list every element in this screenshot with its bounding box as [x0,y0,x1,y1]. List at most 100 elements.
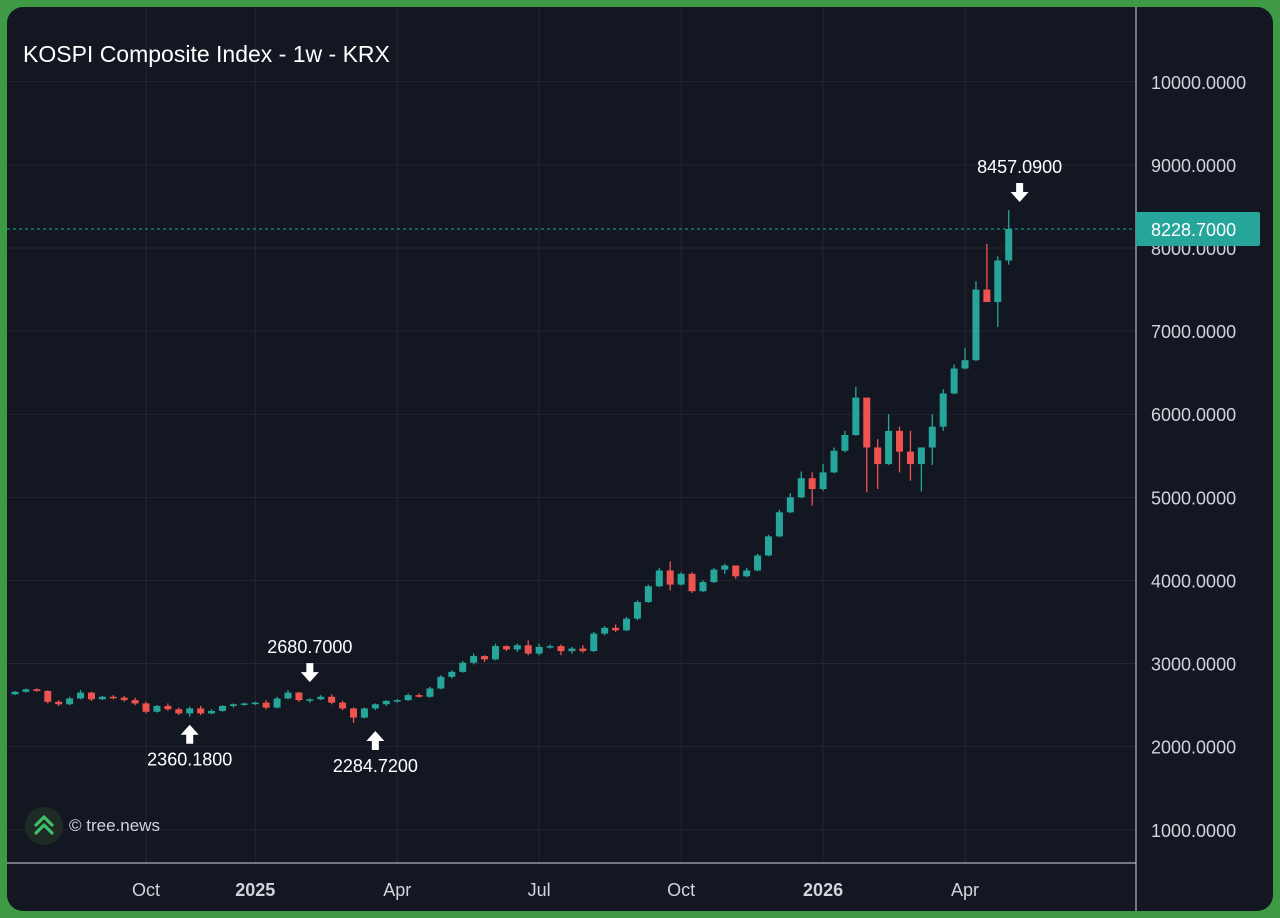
candle [797,471,805,499]
candle-body [874,447,882,465]
price-tick-label: 1000.0000 [1151,821,1236,841]
candle [66,696,74,706]
annotation-low: 2360.1800 [147,724,232,770]
candle [415,693,423,698]
candle [393,699,401,703]
candle-body [437,676,445,689]
last-price-label: 8228.7000 [1151,220,1236,240]
candle-body [502,646,510,650]
candle [251,701,259,706]
arrow-up-icon [180,724,199,744]
candle-body [754,555,762,571]
price-tick-label: 6000.0000 [1151,405,1236,425]
candle [120,695,128,702]
candle-body [142,703,150,712]
candle [623,617,631,632]
candle-body [481,656,489,660]
candle [688,572,696,593]
candle [22,688,30,693]
candlestick-chart[interactable]: 8457.0900 2680.7000 2360.1800 2284.7200 100… [7,7,1273,911]
candle-body [371,704,379,709]
candle [87,691,95,701]
candle-body [852,397,860,435]
candle-body [448,671,456,677]
candle-body [229,704,237,706]
candle-body [426,688,434,697]
candle [273,696,281,709]
candle [917,447,925,492]
candle [328,694,336,705]
candle [513,643,521,652]
candle [939,389,947,431]
candle-body [710,569,718,583]
candle-body [415,695,423,697]
candle [677,572,685,586]
arrow-up-icon [366,730,385,750]
candle [535,643,543,656]
price-tick-label: 9000.0000 [1151,156,1236,176]
price-tick-label: 3000.0000 [1151,655,1236,675]
candle-body [240,703,248,705]
candle-body [568,648,576,652]
candle [754,553,762,572]
time-tick-label: Oct [132,880,160,900]
candle-body [393,700,401,702]
price-tick-label: 2000.0000 [1151,738,1236,758]
candle-body [513,645,521,650]
candle [786,493,794,514]
candle [186,706,194,717]
candle-body [972,289,980,361]
candle-body [764,536,772,556]
candle [11,690,19,696]
time-tick-label: Apr [951,880,979,900]
candle [557,644,565,656]
price-tick-label: 5000.0000 [1151,488,1236,508]
candle [109,695,117,700]
candle-body [612,627,620,631]
candle-body [655,570,663,587]
arrow-down-icon [300,663,319,683]
candle-body [1005,229,1013,261]
candle-body [623,618,631,631]
candle [448,670,456,679]
candle-body [546,646,554,648]
candle [197,705,205,716]
watermark: © tree.news [25,807,160,845]
candle-body [896,430,904,452]
candle [874,439,882,490]
candle-body [983,289,991,303]
candle [491,643,499,661]
candle-body [459,662,467,672]
annotation-label: 2284.7200 [333,756,418,776]
candle [306,698,314,703]
candle [644,584,652,603]
candle-body [404,695,412,701]
candle [470,653,478,665]
candle [208,709,216,715]
candle [262,700,270,710]
candle [743,567,751,578]
candle [350,707,358,723]
candle [1005,210,1013,265]
arrow-down-icon [1010,183,1029,203]
candle [284,690,292,700]
candle-body [732,565,740,577]
candle [459,661,467,673]
candle [317,695,325,701]
candle-body [491,646,499,660]
candle-body [186,708,194,714]
candle [612,624,620,632]
annotation-label: 2680.7000 [267,637,352,657]
candle [885,414,893,465]
candle-body [939,393,947,427]
candle [972,281,980,362]
candle-body [601,627,609,634]
time-tick-label: Jul [528,880,551,900]
annotation-label: 8457.0900 [977,157,1062,177]
candle-body [120,697,128,701]
chart-title: KOSPI Composite Index - 1w - KRX [23,41,390,67]
time-tick-label: 2026 [803,880,843,900]
candle [240,702,248,706]
chart-panel[interactable]: 8457.0900 2680.7000 2360.1800 2284.7200 100… [7,7,1273,911]
candle-body [524,645,532,654]
